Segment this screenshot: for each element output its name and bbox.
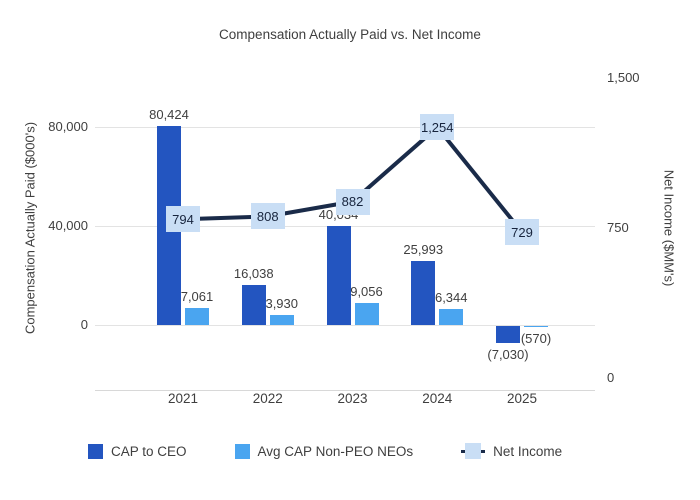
bar-value-label: 25,993: [403, 241, 444, 257]
x-axis-label: 2025: [506, 391, 538, 406]
bar-value-label: (7,030): [487, 347, 529, 363]
x-axis-label: 2023: [337, 391, 368, 406]
gridline: [95, 325, 595, 326]
cap-to-ceo-bar[interactable]: [411, 260, 436, 325]
bar-value-label: 7,061: [180, 288, 214, 304]
bar-value-label: (570): [520, 331, 552, 347]
bar-value-label: 6,344: [434, 290, 468, 306]
legend-item-cap-to-ceo[interactable]: CAP to CEO: [88, 443, 187, 459]
avg-cap-neo-bar[interactable]: [185, 307, 209, 325]
legend-item-net-income[interactable]: Net Income: [461, 443, 562, 459]
net-income-marker[interactable]: 729: [505, 219, 539, 246]
x-axis-label: 2022: [252, 391, 283, 406]
net-income-swatch-icon: [461, 443, 486, 459]
x-axis-line: [95, 390, 595, 391]
left-axis-tick-80000: 80,000: [48, 119, 88, 134]
avg-cap-neo-bar[interactable]: [524, 326, 548, 328]
avg-cap-neo-bar[interactable]: [354, 302, 379, 325]
net-income-marker[interactable]: 808: [250, 203, 285, 230]
legend-item-avg-cap-non-peo-neos[interactable]: Avg CAP Non-PEO NEOs: [234, 443, 414, 459]
avg-cap-neo-swatch-icon: [234, 443, 250, 459]
legend-label-net-income: Net Income: [493, 443, 563, 459]
net-income-marker[interactable]: 882: [335, 188, 370, 215]
cap-to-ceo-swatch-icon: [88, 443, 103, 459]
cap-to-ceo-bar[interactable]: [496, 326, 520, 344]
left-axis-tick-40000: 40,000: [48, 218, 88, 233]
legend-label-avg-cap-non-peo-neos: Avg CAP Non-PEO NEOs: [257, 443, 414, 459]
cap-to-ceo-bar[interactable]: [326, 225, 351, 325]
chart-title: Compensation Actually Paid vs. Net Incom…: [219, 27, 481, 42]
legend: CAP to CEO Avg CAP Non-PEO NEOs Net Inco…: [88, 443, 562, 459]
right-axis-title: Net Income ($MM's): [661, 169, 677, 287]
net-income-marker[interactable]: 794: [166, 206, 200, 233]
right-axis-tick-0: 0: [607, 370, 615, 385]
left-axis-tick-0: 0: [80, 317, 88, 332]
bar-value-label: 3,930: [265, 296, 299, 312]
x-axis-label: 2021: [167, 391, 199, 406]
right-axis-tick-1500: 1,500: [607, 70, 640, 85]
right-axis-tick-750: 750: [607, 220, 629, 235]
bar-value-label: 80,424: [149, 106, 189, 122]
bar-value-label: 16,038: [233, 266, 274, 282]
bar-value-label: 9,056: [350, 283, 383, 299]
net-income-marker[interactable]: 1,254: [420, 114, 455, 141]
avg-cap-neo-bar[interactable]: [269, 315, 294, 325]
cap-to-ceo-bar[interactable]: [241, 285, 266, 325]
x-axis-label: 2024: [422, 391, 453, 406]
avg-cap-neo-bar[interactable]: [439, 309, 464, 325]
legend-label-cap-to-ceo: CAP to CEO: [111, 443, 187, 459]
